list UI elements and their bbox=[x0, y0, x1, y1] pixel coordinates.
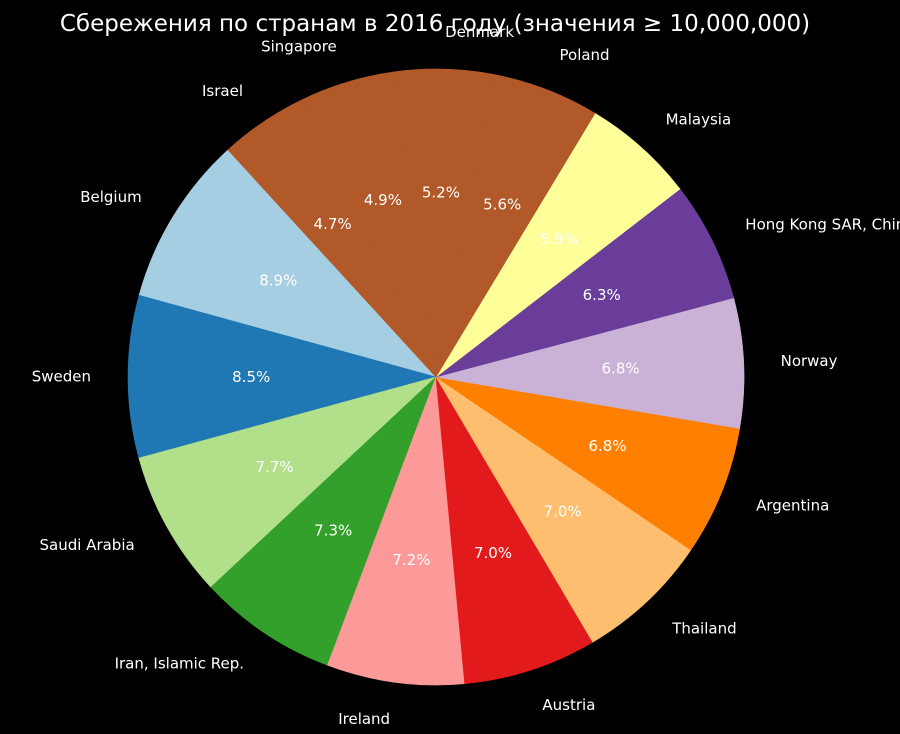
slice-percent-argentina: 6.8% bbox=[588, 437, 626, 455]
slice-label-sweden: Sweden bbox=[32, 368, 91, 386]
slice-percent-israel: 4.7% bbox=[314, 215, 352, 233]
slice-percent-thailand: 7.0% bbox=[544, 503, 582, 521]
pie-slice-thailand bbox=[435, 376, 692, 643]
pie-slice-belgium bbox=[138, 149, 437, 378]
pie-slice-sweden bbox=[127, 294, 438, 459]
slice-percent-singapore: 4.9% bbox=[364, 191, 402, 209]
pie-slice-ireland bbox=[327, 376, 466, 686]
slice-label-ireland: Ireland bbox=[338, 710, 390, 728]
slice-label-hong-kong-sar-china: Hong Kong SAR, China bbox=[745, 215, 900, 233]
slice-percent-norway: 6.8% bbox=[602, 360, 640, 378]
slice-label-malaysia: Malaysia bbox=[666, 111, 732, 129]
pie-slice-argentina bbox=[435, 376, 741, 551]
slice-label-denmark: Denmark bbox=[445, 23, 514, 41]
slice-label-poland: Poland bbox=[560, 46, 610, 64]
slice-percent-denmark: 5.2% bbox=[422, 183, 460, 201]
pie-labels: Belgium 8.9% Sweden 8.5% Saudi Arabia 7.7% Ira… bbox=[32, 23, 900, 728]
pie-slices bbox=[127, 68, 745, 686]
slice-label-iran-islamic-rep: Iran, Islamic Rep. bbox=[115, 655, 245, 673]
chart-title: Сбережения по странам в 2016 году (значе… bbox=[60, 11, 810, 37]
slice-percent-iran-islamic-rep: 7.3% bbox=[314, 522, 352, 540]
slice-percent-poland: 5.6% bbox=[483, 196, 521, 214]
slice-percent-belgium: 8.9% bbox=[259, 272, 297, 290]
slice-label-thailand: Thailand bbox=[671, 619, 736, 637]
slice-label-norway: Norway bbox=[781, 352, 838, 370]
pie-slice-israel bbox=[227, 98, 437, 378]
slice-percent-ireland: 7.2% bbox=[392, 551, 430, 569]
slice-percent-saudi-arabia: 7.7% bbox=[256, 458, 294, 476]
slice-label-israel: Israel bbox=[202, 82, 243, 100]
slice-label-belgium: Belgium bbox=[80, 188, 142, 206]
pie-slice-iran-islamic-rep bbox=[210, 376, 437, 666]
pie-slice-saudi-arabia bbox=[138, 376, 437, 588]
slice-percent-hong-kong-sar-china: 6.3% bbox=[583, 286, 621, 304]
pie-slice-norway bbox=[435, 297, 745, 429]
slice-percent-sweden: 8.5% bbox=[232, 368, 270, 386]
pie-slice-hong-kong-sar-china bbox=[435, 188, 735, 378]
slice-percent-austria: 7.0% bbox=[474, 544, 512, 562]
slice-label-singapore: Singapore bbox=[261, 38, 337, 56]
pie-slice-austria bbox=[435, 376, 594, 684]
slice-label-austria: Austria bbox=[542, 696, 595, 714]
slice-label-argentina: Argentina bbox=[756, 497, 829, 515]
slice-percent-malaysia: 5.9% bbox=[540, 230, 578, 248]
slice-label-saudi-arabia: Saudi Arabia bbox=[40, 536, 135, 554]
